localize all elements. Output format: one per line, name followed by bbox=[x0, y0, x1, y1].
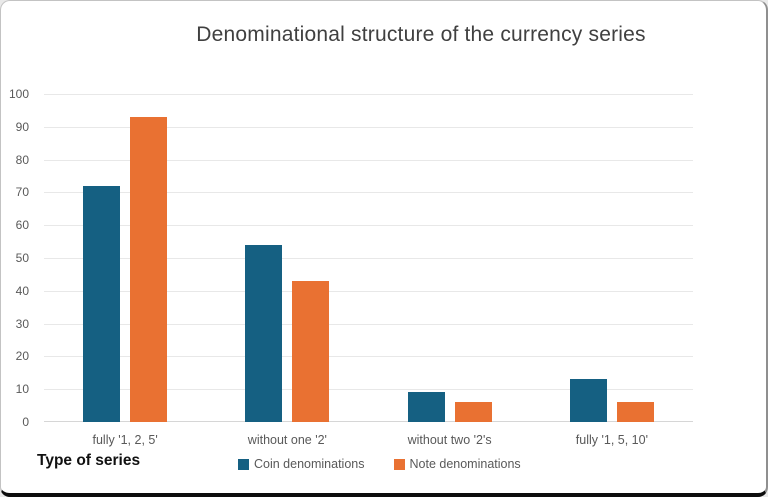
bar-coin-2 bbox=[407, 392, 445, 422]
gridline bbox=[44, 389, 693, 391]
y-axis-tick: 40 bbox=[15, 283, 29, 298]
gridline bbox=[44, 290, 693, 292]
gridline bbox=[44, 159, 693, 161]
legend: Coin denominations Note denominations bbox=[238, 457, 521, 471]
legend-swatch-coin-icon bbox=[238, 458, 249, 470]
bar-coin-0 bbox=[83, 185, 121, 422]
legend-item-note-denominations: Note denominations bbox=[393, 457, 521, 471]
plot-area bbox=[44, 94, 693, 422]
x-axis-category-label: without two '2's bbox=[407, 433, 492, 447]
gridline bbox=[44, 94, 693, 95]
bar-note-2 bbox=[454, 402, 492, 422]
gridline bbox=[44, 192, 693, 194]
legend-label-coin: Coin denominations bbox=[254, 457, 365, 471]
bar-note-0 bbox=[130, 116, 168, 422]
y-axis-tick: 10 bbox=[15, 382, 29, 397]
y-axis-tick: 50 bbox=[15, 251, 29, 265]
y-axis-tick: 100 bbox=[8, 87, 29, 101]
y-axis-tick: 90 bbox=[15, 119, 29, 134]
legend-label-note: Note denominations bbox=[409, 457, 521, 471]
x-axis-category-label: without one '2' bbox=[247, 433, 327, 447]
x-axis-baseline bbox=[44, 421, 693, 422]
gridline bbox=[44, 126, 693, 128]
x-axis-category-label: fully '1, 2, 5' bbox=[92, 433, 158, 447]
y-axis-tick: 20 bbox=[15, 349, 29, 364]
legend-item-coin-denominations: Coin denominations bbox=[238, 457, 365, 471]
gridline bbox=[44, 258, 693, 259]
x-axis-title: Type of series bbox=[37, 452, 141, 469]
bar-note-1 bbox=[292, 280, 330, 422]
y-axis-tick: 0 bbox=[22, 415, 29, 429]
legend-swatch-note-icon bbox=[393, 458, 405, 470]
y-axis-tick: 80 bbox=[15, 152, 29, 167]
gridline bbox=[44, 323, 693, 325]
gridline bbox=[44, 225, 693, 227]
gridline bbox=[44, 356, 693, 358]
y-axis-tick: 60 bbox=[15, 218, 29, 233]
bar-coin-1 bbox=[245, 244, 283, 422]
y-axis-tick: 70 bbox=[15, 185, 29, 200]
chart-title: Denominational structure of the currency… bbox=[196, 23, 646, 46]
y-axis-tick: 30 bbox=[15, 316, 29, 331]
bar-note-3 bbox=[616, 402, 654, 422]
x-axis-category-label: fully '1, 5, 10' bbox=[575, 433, 648, 447]
bar-coin-3 bbox=[569, 379, 607, 422]
